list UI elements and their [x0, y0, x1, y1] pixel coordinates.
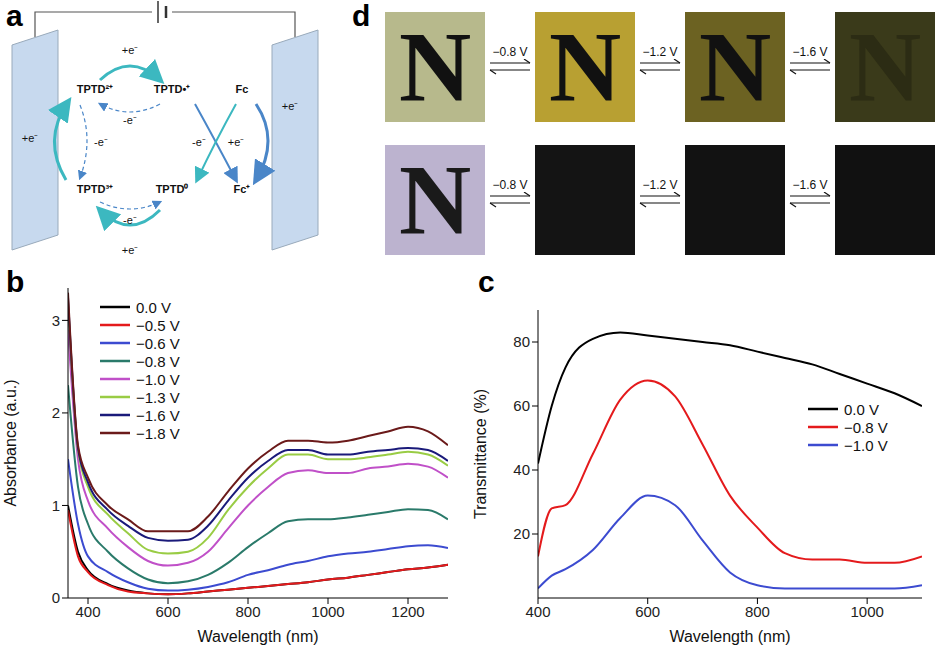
svg-text:20: 20 — [513, 525, 530, 542]
svg-text:TPTD⁰: TPTD⁰ — [156, 183, 189, 195]
svg-text:-e⁻: -e⁻ — [123, 114, 137, 126]
svg-text:+e⁻: +e⁻ — [22, 132, 39, 144]
svg-text:0: 0 — [52, 589, 60, 606]
svg-text:-e⁻: -e⁻ — [123, 214, 137, 226]
html-text:−1.3 V: −1.3 V — [136, 388, 180, 406]
svg-text:400: 400 — [525, 603, 550, 620]
svg-text:1000: 1000 — [311, 603, 344, 620]
svg-text:TPTD³⁺: TPTD³⁺ — [77, 183, 113, 195]
html-text:N: N — [698, 11, 772, 122]
svg-text:Fc⁺: Fc⁺ — [234, 183, 251, 195]
svg-text:400: 400 — [75, 603, 100, 620]
svg-text:Fc: Fc — [236, 83, 249, 95]
svg-text:800: 800 — [745, 603, 770, 620]
svg-text:TPTD•⁺: TPTD•⁺ — [154, 83, 191, 95]
svg-text:-e⁻: -e⁻ — [192, 136, 206, 148]
svg-text:Transmittance (%): Transmittance (%) — [472, 389, 489, 519]
svg-text:600: 600 — [155, 603, 180, 620]
html-text:−0.6 V: −0.6 V — [136, 334, 180, 352]
html-text:−0.8 V: −0.8 V — [492, 45, 528, 59]
svg-text:1: 1 — [52, 497, 60, 514]
html-text:−0.5 V: −0.5 V — [136, 316, 180, 334]
html-text:−1.2 V: −1.2 V — [642, 45, 678, 59]
html-text:0.0 V: 0.0 V — [844, 400, 879, 418]
html-text:−1.6 V: −1.6 V — [136, 406, 180, 424]
svg-text:60: 60 — [513, 397, 530, 414]
html-text:−1.2 V: −1.2 V — [642, 178, 678, 192]
html-text:c: c — [478, 265, 495, 298]
svg-text:Wavelength (nm): Wavelength (nm) — [197, 628, 318, 645]
svg-text:1000: 1000 — [850, 603, 883, 620]
svg-text:800: 800 — [235, 603, 260, 620]
svg-text:+e⁻: +e⁻ — [228, 136, 245, 148]
svg-text:80: 80 — [513, 333, 530, 350]
svg-text:-e⁻: -e⁻ — [94, 136, 108, 148]
html-text:−1.6 V: −1.6 V — [792, 178, 828, 192]
svg-text:+e⁻: +e⁻ — [122, 44, 139, 56]
html-text:−1.8 V: −1.8 V — [136, 424, 180, 442]
svg-text:+e⁻: +e⁻ — [282, 100, 299, 112]
html-text:−0.8 V: −0.8 V — [492, 178, 528, 192]
html-text:N: N — [848, 11, 922, 122]
html-text:d: d — [352, 0, 371, 32]
html-text:a: a — [6, 0, 23, 32]
html-text:−0.8 V: −0.8 V — [136, 352, 180, 370]
svg-text:40: 40 — [513, 461, 530, 478]
svg-text:2: 2 — [52, 404, 60, 421]
html-text:−1.6 V: −1.6 V — [792, 45, 828, 59]
svg-text:3: 3 — [52, 312, 60, 329]
svg-text:Absorbance (a.u.): Absorbance (a.u.) — [2, 379, 19, 506]
html-text:−1.0 V: −1.0 V — [844, 436, 888, 454]
html-text:N: N — [548, 11, 622, 122]
html-text:0.0 V: 0.0 V — [136, 298, 171, 316]
html-text:N: N — [398, 144, 472, 255]
html-text:N: N — [398, 11, 472, 122]
svg-text:600: 600 — [635, 603, 660, 620]
svg-text:1200: 1200 — [391, 603, 424, 620]
svg-text:TPTD²⁺: TPTD²⁺ — [77, 83, 113, 95]
html-text:b: b — [6, 265, 25, 298]
html-text:−0.8 V: −0.8 V — [844, 418, 888, 436]
svg-text:+e⁻: +e⁻ — [122, 244, 139, 256]
svg-text:Wavelength (nm): Wavelength (nm) — [669, 628, 790, 645]
html-text:−1.0 V: −1.0 V — [136, 370, 180, 388]
